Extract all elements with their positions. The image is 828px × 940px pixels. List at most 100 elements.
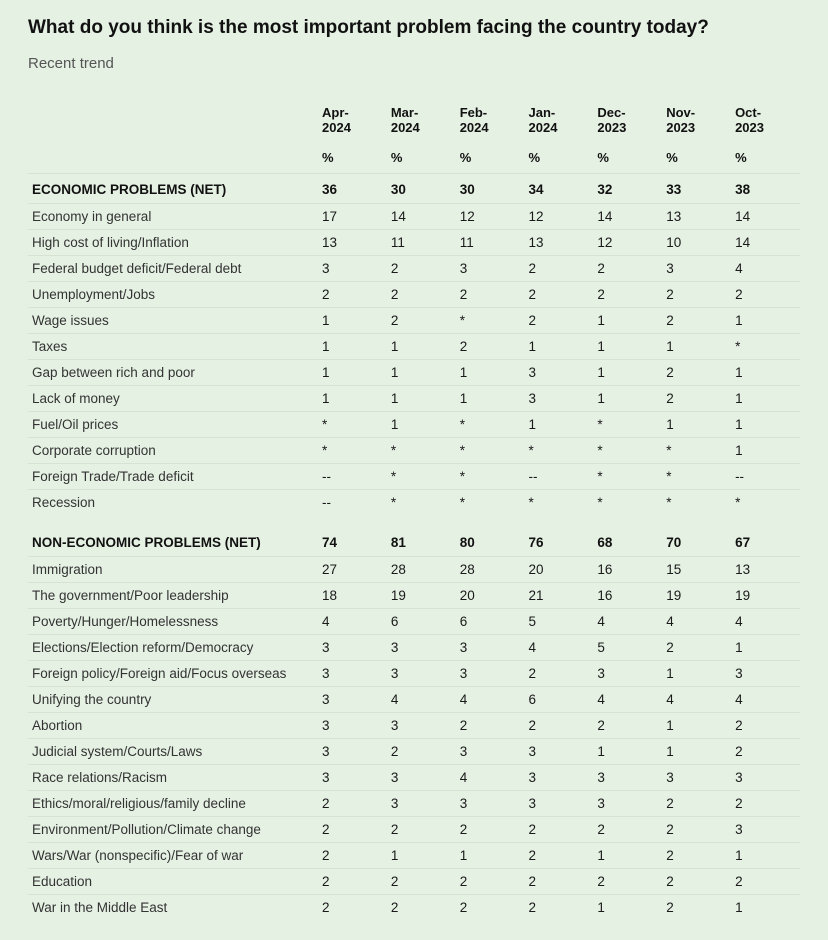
percent-header: % <box>387 138 456 174</box>
column-header: Feb-2024 <box>456 100 525 138</box>
section-total: 30 <box>456 173 525 203</box>
cell-value: 1 <box>662 738 731 764</box>
poll-table: Apr-2024Mar-2024Feb-2024Jan-2024Dec-2023… <box>28 100 800 920</box>
cell-value: 4 <box>662 686 731 712</box>
cell-value: 2 <box>593 255 662 281</box>
cell-value: * <box>593 489 662 515</box>
cell-value: 2 <box>318 894 387 920</box>
cell-value: 1 <box>525 411 594 437</box>
cell-value: 13 <box>662 203 731 229</box>
cell-value: 1 <box>593 333 662 359</box>
cell-value: 2 <box>662 868 731 894</box>
cell-value: 1 <box>318 385 387 411</box>
cell-value: 2 <box>318 281 387 307</box>
cell-value: 2 <box>456 816 525 842</box>
cell-value: 28 <box>456 556 525 582</box>
row-label: Federal budget deficit/Federal debt <box>28 255 318 281</box>
cell-value: * <box>456 307 525 333</box>
cell-value: 2 <box>456 333 525 359</box>
cell-value: 2 <box>593 712 662 738</box>
cell-value: 3 <box>387 660 456 686</box>
section-total: 68 <box>593 515 662 557</box>
cell-value: 3 <box>318 634 387 660</box>
cell-value: 2 <box>387 281 456 307</box>
cell-value: 1 <box>593 894 662 920</box>
cell-value: 2 <box>456 712 525 738</box>
cell-value: 2 <box>387 255 456 281</box>
cell-value: 2 <box>525 660 594 686</box>
table-header: Apr-2024Mar-2024Feb-2024Jan-2024Dec-2023… <box>28 100 800 174</box>
table-row: Gap between rich and poor1113121 <box>28 359 800 385</box>
cell-value: 5 <box>593 634 662 660</box>
cell-value: 19 <box>731 582 800 608</box>
cell-value: 4 <box>731 608 800 634</box>
cell-value: 3 <box>525 738 594 764</box>
table-row: Judicial system/Courts/Laws3233112 <box>28 738 800 764</box>
cell-value: 3 <box>731 816 800 842</box>
cell-value: 2 <box>387 894 456 920</box>
section-total: 38 <box>731 173 800 203</box>
column-header: Apr-2024 <box>318 100 387 138</box>
cell-value: 14 <box>731 203 800 229</box>
cell-value: 2 <box>525 816 594 842</box>
cell-value: * <box>456 463 525 489</box>
row-label: Unemployment/Jobs <box>28 281 318 307</box>
row-label: Abortion <box>28 712 318 738</box>
cell-value: 4 <box>525 634 594 660</box>
table-row: Economy in general17141212141314 <box>28 203 800 229</box>
page-title: What do you think is the most important … <box>28 16 800 41</box>
cell-value: 4 <box>318 608 387 634</box>
cell-value: 10 <box>662 229 731 255</box>
table-row: Race relations/Racism3343333 <box>28 764 800 790</box>
cell-value: 2 <box>593 816 662 842</box>
row-label: Fuel/Oil prices <box>28 411 318 437</box>
cell-value: 2 <box>593 868 662 894</box>
cell-value: 6 <box>387 608 456 634</box>
section-label: ECONOMIC PROBLEMS (NET) <box>28 173 318 203</box>
percent-header: % <box>662 138 731 174</box>
cell-value: 20 <box>525 556 594 582</box>
cell-value: 3 <box>318 712 387 738</box>
row-label: High cost of living/Inflation <box>28 229 318 255</box>
cell-value: -- <box>731 463 800 489</box>
cell-value: 2 <box>318 790 387 816</box>
cell-value: 3 <box>318 660 387 686</box>
cell-value: * <box>662 489 731 515</box>
cell-value: 1 <box>456 842 525 868</box>
cell-value: 3 <box>456 634 525 660</box>
section-total: 76 <box>525 515 594 557</box>
cell-value: 2 <box>387 816 456 842</box>
row-label: Taxes <box>28 333 318 359</box>
cell-value: 14 <box>731 229 800 255</box>
cell-value: 1 <box>318 359 387 385</box>
cell-value: 1 <box>731 385 800 411</box>
cell-value: 3 <box>318 686 387 712</box>
cell-value: 2 <box>525 712 594 738</box>
cell-value: 4 <box>593 608 662 634</box>
cell-value: * <box>593 437 662 463</box>
cell-value: 2 <box>731 790 800 816</box>
cell-value: -- <box>525 463 594 489</box>
cell-value: * <box>387 489 456 515</box>
cell-value: -- <box>318 489 387 515</box>
table-row: Unifying the country3446444 <box>28 686 800 712</box>
cell-value: 3 <box>318 255 387 281</box>
row-label: Unifying the country <box>28 686 318 712</box>
row-label: Immigration <box>28 556 318 582</box>
cell-value: 4 <box>387 686 456 712</box>
cell-value: 1 <box>662 660 731 686</box>
cell-value: 2 <box>525 842 594 868</box>
column-header: Jan-2024 <box>525 100 594 138</box>
cell-value: 3 <box>525 790 594 816</box>
cell-value: 1 <box>731 842 800 868</box>
cell-value: 3 <box>318 738 387 764</box>
cell-value: 4 <box>662 608 731 634</box>
column-header: Nov-2023 <box>662 100 731 138</box>
cell-value: 6 <box>456 608 525 634</box>
percent-header: % <box>525 138 594 174</box>
cell-value: 3 <box>731 764 800 790</box>
cell-value: 1 <box>593 359 662 385</box>
cell-value: 2 <box>525 894 594 920</box>
cell-value: 14 <box>593 203 662 229</box>
cell-value: 12 <box>456 203 525 229</box>
